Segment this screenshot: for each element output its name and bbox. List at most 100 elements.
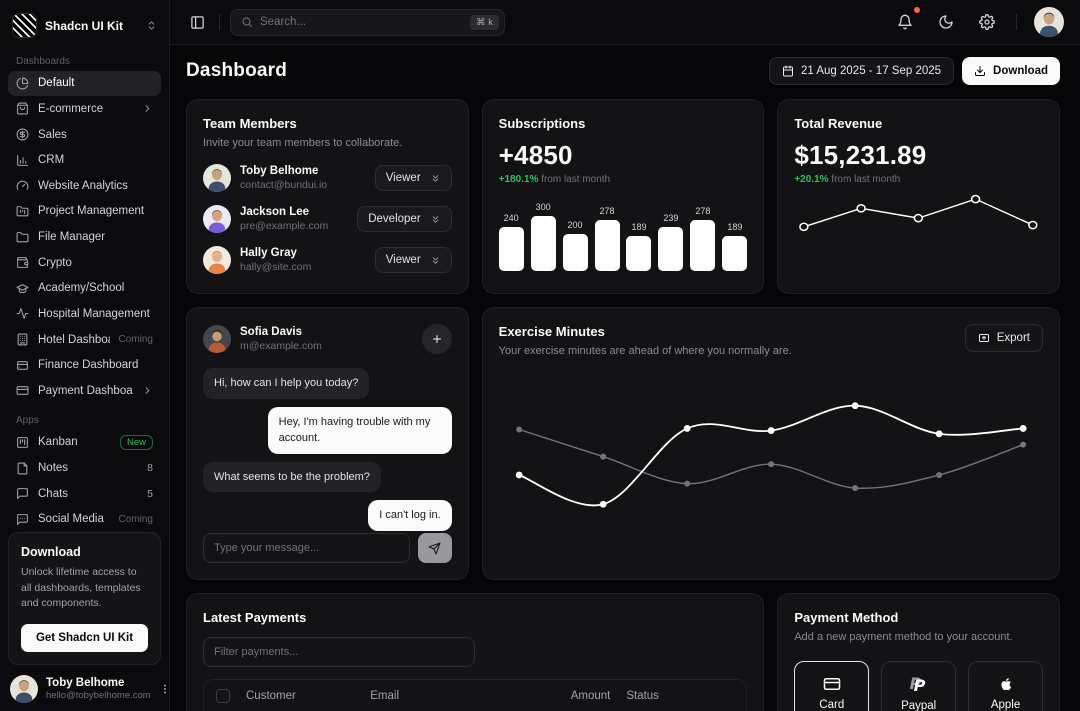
sidebar-item-payment[interactable]: Payment Dashboard [8,379,161,404]
export-button[interactable]: Export [964,324,1043,352]
search-box[interactable]: ⌘ k [230,8,505,36]
notification-dot [914,7,920,13]
sidebar-item-notes[interactable]: Notes 8 [8,456,161,481]
select-all-checkbox[interactable] [216,688,230,703]
shopping-bag-icon [16,102,29,115]
sidebar-item-default[interactable]: Default [8,71,161,96]
sidebar-toggle-button[interactable] [186,11,209,34]
sidebar-item-hotel[interactable]: Hotel Dashboard Coming [8,327,161,352]
bar: 240 [498,213,524,271]
brand-logo [12,13,37,38]
exercise-minutes-card: Exercise Minutes Your exercise minutes a… [481,307,1060,580]
chat-avatar [203,325,231,353]
coming-badge: Coming [118,513,153,525]
send-icon [428,542,441,555]
calendar-icon [782,65,794,77]
member-avatar [203,164,231,193]
sidebar-item-kanban[interactable]: Kanban New [8,430,161,455]
member-name: Jackson Lee [240,206,310,219]
total-revenue-card: Total Revenue $15,231.89 +20.1% from las… [777,99,1060,294]
subscriptions-card: Subscriptions +4850 +180.1% from last mo… [481,99,765,294]
column-header-customer[interactable]: Customer [246,689,296,702]
kanban-icon [16,436,29,449]
sidebar-item-academy[interactable]: Academy/School [8,276,161,301]
chat-user-name: Sofia Davis [240,326,302,338]
member-avatar [203,246,231,275]
date-range-button[interactable]: 21 Aug 2025 - 17 Sep 2025 [769,57,955,85]
total-revenue-line-chart [799,194,1038,232]
download-icon [974,65,986,77]
sidebar-item-ecommerce[interactable]: E-commerce [8,97,161,122]
chat-card: Sofia Davis m@example.com Hi, how can I … [186,307,469,580]
add-chat-button[interactable] [421,324,452,354]
payment-option-card[interactable]: Card [794,661,870,711]
promo-title: Download [21,544,81,559]
member-name: Toby Belhome [240,165,319,178]
role-select[interactable]: Viewer [374,247,452,274]
bar: 189 [626,222,652,271]
member-email: hally@site.com [240,261,312,274]
chevron-right-icon [142,385,153,396]
bar: 300 [530,202,556,271]
theme-toggle-button[interactable] [934,10,958,34]
chat-messages: Hi, how can I help you today? Hey, I'm h… [203,368,452,531]
sidebar-user[interactable]: Toby Belhome hello@tobybelhome.com [8,665,166,705]
sidebar-item-crm[interactable]: CRM [8,148,161,173]
sidebar-item-project-management[interactable]: Project Management [8,199,161,224]
chevrons-down-icon [430,255,441,266]
column-header-email[interactable]: Email [370,689,400,702]
search-shortcut-kbd: ⌘ k [470,14,499,30]
member-email: pre@example.com [240,220,329,233]
ellipsis-vertical-icon[interactable] [159,683,171,695]
sidebar-item-file-manager[interactable]: File Manager [8,225,161,250]
settings-button[interactable] [975,10,999,34]
chat-message-input[interactable] [203,533,410,563]
send-message-button[interactable] [417,533,452,563]
card-title: Subscriptions [498,116,586,131]
count-badge: 5 [147,487,153,500]
download-button[interactable]: Download [962,57,1060,85]
chat-user-email: m@example.com [240,340,322,352]
sidebar-item-hospital[interactable]: Hospital Management [8,302,161,327]
file-icon [16,462,29,475]
sidebar-group-apps: Apps [16,415,39,427]
bar: 278 [690,206,716,271]
divider [1016,14,1017,30]
revenue-delta: +20.1% from last month [794,174,901,185]
chevrons-up-down-icon [146,20,157,31]
sidebar-item-sales[interactable]: Sales [8,122,161,147]
payment-option-apple[interactable]: Apple [968,661,1043,711]
card-subtitle: Add a new payment method to your account… [794,631,1013,643]
chat-message: I can't log in. [368,500,452,531]
column-header-amount[interactable]: Amount [570,689,611,702]
bell-icon [897,14,913,30]
sidebar-item-crypto[interactable]: Crypto [8,250,161,275]
main-content: Dashboard 21 Aug 2025 - 17 Sep 2025 Down… [170,45,1080,711]
chat-message: Hi, how can I help you today? [203,368,370,399]
folder-icon [16,231,29,244]
workspace-switcher[interactable]: Shadcn UI Kit [8,8,161,44]
subscriptions-value: +4850 [498,140,573,170]
chart-icon [16,154,29,167]
panel-left-icon [190,15,205,30]
sidebar-item-website-analytics[interactable]: Website Analytics [8,174,161,199]
role-select[interactable]: Developer [357,206,452,233]
sidebar-item-social-media[interactable]: Social Media Coming [8,507,161,532]
sidebar-item-finance[interactable]: Finance Dashboard [8,353,161,378]
coming-badge: Coming [118,334,153,346]
role-select[interactable]: Viewer [374,165,452,192]
column-header-status[interactable]: Status [626,689,659,702]
filter-payments-input[interactable] [203,637,475,667]
search-input[interactable] [260,16,464,28]
page-title: Dashboard [186,60,288,81]
sidebar-item-chats[interactable]: Chats 5 [8,481,161,506]
notifications-button[interactable] [893,7,920,34]
profile-avatar[interactable] [1034,7,1064,37]
new-badge: New [119,434,153,450]
topbar: ⌘ k [170,0,1080,45]
get-shadcn-ui-kit-button[interactable]: Get Shadcn UI Kit [21,624,148,652]
card-subtitle: Invite your team members to collaborate. [203,137,403,149]
